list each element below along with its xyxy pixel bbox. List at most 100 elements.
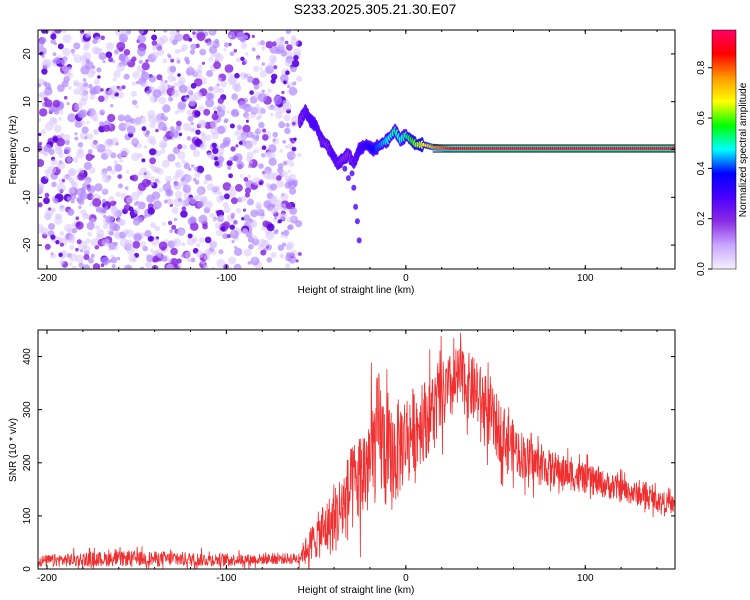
spectrogram-noise-blob [177, 263, 183, 269]
spectrogram-noise-blob [285, 263, 291, 269]
spectrogram-noise-blob [83, 254, 90, 261]
spectrogram-noise-blob [258, 129, 262, 133]
spectrogram-noise-blob [209, 212, 215, 218]
spectrogram-noise-blob [252, 177, 261, 186]
spectrogram-noise-blob [130, 90, 137, 97]
spectrogram-noise-blob [63, 70, 71, 77]
spectrogram-noise-blob [277, 244, 285, 251]
spectrogram-noise-blob [137, 182, 147, 191]
spectrogram-noise-blob [87, 257, 94, 264]
spectrogram-noise-blob [102, 188, 108, 193]
spectrogram-noise-blob [76, 187, 86, 197]
snr-y-tick-label: 0 [22, 566, 33, 572]
spectrogram-noise-blob [198, 237, 205, 243]
spectrogram-noise-blob [93, 128, 99, 134]
spectrogram-noise-blob [223, 193, 230, 200]
spectrogram-noise-blob [124, 264, 133, 269]
spectrogram-noise-blob [234, 245, 238, 249]
spectrogram-noise-blob [257, 114, 263, 119]
spectrogram-noise-blob [89, 110, 98, 120]
spectrogram-noise-blob [87, 133, 94, 140]
spectrogram-noise-blob [244, 52, 249, 56]
spectrogram-noise-blob [100, 88, 104, 92]
spectrogram-noise-blob [39, 142, 43, 146]
spectrogram-noise-blob [251, 34, 255, 39]
spectrogram-noise-blob [228, 42, 232, 47]
spectrogram-noise-blob [137, 47, 146, 57]
spectrogram-noise-blob [249, 90, 254, 95]
spectrogram-noise-blob [123, 49, 131, 56]
spectrogram-noise-blob [152, 118, 158, 125]
spectrogram-noise-blob [51, 181, 57, 188]
spectrogram-noise-blob [293, 137, 297, 141]
spectrogram-noise-blob [219, 143, 226, 149]
spectrogram-noise-blob [208, 86, 214, 92]
spectrogram-noise-blob [192, 149, 201, 158]
spectrogram-noise-blob [290, 249, 298, 257]
spectrogram-noise-blob [75, 221, 84, 230]
spectrogram-noise-blob [44, 174, 50, 180]
spectrogram-noise-blob [66, 157, 73, 163]
spectrogram-noise-blob [243, 177, 249, 182]
spectrogram-noise-blob [71, 52, 76, 57]
spectrogram-x-tick-label: -100 [216, 273, 236, 284]
spectrogram-noise-blob [251, 105, 260, 114]
spectrogram-noise-blob [244, 187, 252, 194]
spectrogram-noise-blob [137, 115, 147, 124]
spectrogram-noise-blob [236, 124, 242, 130]
spectrogram-noise-blob [228, 157, 233, 161]
spectrogram-noise-blob [230, 230, 235, 235]
spectrogram-noise-blob [131, 99, 138, 106]
spectrogram-noise-blob [68, 234, 76, 241]
spectrogram-noise-blob [286, 44, 293, 51]
spectrogram-noise-blob [251, 47, 256, 52]
spectrogram-noise-blob [288, 161, 295, 167]
spectrogram-noise-blob [165, 175, 172, 183]
spectrogram-noise-blob [90, 238, 99, 247]
spectrogram-noise-blob [48, 105, 56, 113]
spectrogram-noise-blob [80, 249, 84, 253]
spectrogram-noise-blob [262, 170, 272, 180]
spectrogram-noise-blob [78, 109, 88, 118]
spectrogram-noise-blob [167, 220, 173, 226]
snr-y-label: SNR (10 * v/v) [8, 418, 19, 482]
spectrogram-noise-blob [60, 58, 67, 66]
spectrogram-noise-blob [169, 229, 174, 234]
spectrogram-noise-blob [47, 86, 52, 90]
spectrogram-noise-blob [146, 254, 154, 263]
spectrogram-noise-blob [177, 229, 185, 237]
spectrogram-noise-blob [111, 264, 116, 269]
spectrogram-noise-blob [279, 253, 285, 259]
spectrogram-noise-blob [188, 185, 192, 189]
spectrogram-noise-blob [131, 152, 140, 161]
spectrogram-noise-blob [233, 153, 243, 163]
spectrogram-noise-blob [253, 84, 260, 90]
spectrogram-noise-blob [236, 135, 242, 141]
spectrogram-noise-blob [113, 245, 119, 251]
spectrogram-noise-blob [98, 195, 102, 199]
spectrogram-noise-blob [280, 193, 289, 202]
spectrogram-noise-blob [229, 185, 235, 191]
spectrogram-noise-blob [189, 127, 195, 133]
spectrogram-noise-blob [187, 115, 194, 122]
spectrogram-noise-blob [280, 234, 285, 238]
spectrogram-noise-blob [38, 224, 44, 233]
spectrogram-noise-blob [258, 163, 264, 169]
spectrogram-noise-blob [101, 238, 110, 247]
spectrogram-noise-blob [105, 178, 110, 183]
spectrogram-noise-blob [41, 53, 45, 58]
spectrogram-noise-blob [287, 143, 294, 150]
spectrogram-noise-blob [50, 33, 57, 40]
spectrogram-noise-blob [257, 93, 267, 103]
spectrogram-noise-blob [63, 75, 70, 83]
spectrogram-noise-blob [119, 158, 124, 163]
spectrogram-noise-blob [230, 146, 236, 152]
spectrogram-noise-blob [56, 137, 65, 147]
spectrogram-noise-blob [112, 77, 117, 82]
spectrogram-noise-blob [209, 45, 218, 54]
spectrogram-noise-blob [50, 234, 56, 240]
colorbar-label: Normalized spectral amplitude [738, 82, 749, 217]
spectrogram-noise-blob [125, 230, 129, 235]
spectrogram-noise-blob [229, 224, 235, 230]
spectrogram-noise-blob [86, 221, 95, 231]
